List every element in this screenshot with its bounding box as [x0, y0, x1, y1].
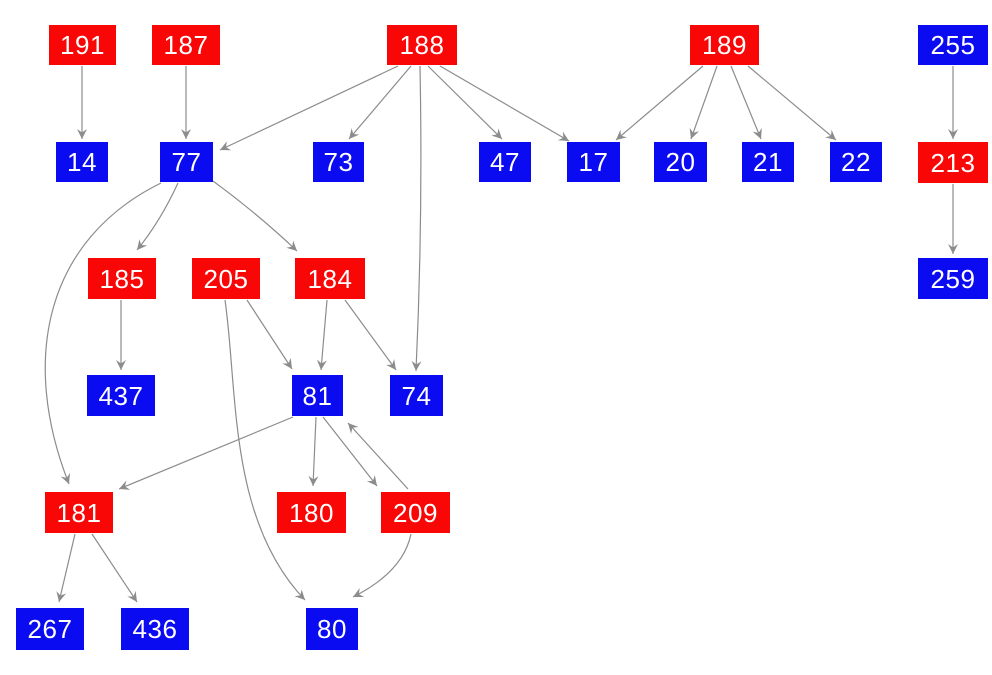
node-47: 47: [479, 142, 531, 182]
node-21: 21: [742, 142, 794, 182]
node-180: 180: [277, 492, 346, 533]
edge-81-209: [322, 416, 378, 487]
node-22: 22: [830, 142, 882, 182]
node-73: 73: [313, 142, 364, 182]
node-77: 77: [160, 142, 213, 182]
node-14: 14: [56, 142, 108, 182]
node-181: 181: [45, 492, 113, 533]
node-187: 187: [152, 25, 220, 65]
edge-189-17: [615, 65, 704, 141]
node-185: 185: [88, 258, 156, 299]
edge-188-77: [219, 65, 399, 151]
edge-189-22: [747, 65, 837, 141]
node-259: 259: [918, 258, 988, 299]
edge-184-74: [344, 299, 397, 371]
node-436: 436: [121, 608, 189, 650]
edge-77-185: [136, 182, 179, 251]
edge-205-80: [224, 299, 306, 601]
node-80: 80: [306, 608, 358, 650]
node-81: 81: [292, 375, 343, 416]
edge-184-81: [316, 299, 328, 371]
edge-81-181: [118, 416, 294, 490]
edge-181-267: [56, 533, 76, 603]
edge-188-73: [348, 65, 412, 140]
edge-181-436: [91, 533, 138, 603]
edge-77-184: [212, 180, 298, 252]
edge-81-180: [308, 416, 319, 487]
edge-205-81: [246, 299, 293, 370]
node-209: 209: [381, 492, 450, 533]
node-20: 20: [654, 142, 707, 182]
edge-189-20: [689, 65, 718, 140]
edge-188-74: [411, 65, 422, 372]
node-188: 188: [387, 25, 457, 65]
edge-188-47: [427, 65, 503, 140]
edge-189-21: [730, 65, 762, 140]
node-74: 74: [390, 375, 443, 416]
node-213: 213: [918, 142, 988, 183]
node-437: 437: [87, 375, 155, 416]
edge-77-181: [44, 182, 162, 485]
node-205: 205: [192, 258, 260, 299]
node-184: 184: [295, 258, 365, 299]
edge-188-17: [439, 65, 570, 142]
node-189: 189: [690, 25, 759, 65]
edge-209-81: [347, 422, 409, 490]
node-191: 191: [49, 25, 116, 65]
node-267: 267: [16, 608, 84, 650]
edge-209-80: [352, 533, 412, 598]
node-255: 255: [918, 25, 988, 65]
node-17: 17: [567, 142, 620, 182]
